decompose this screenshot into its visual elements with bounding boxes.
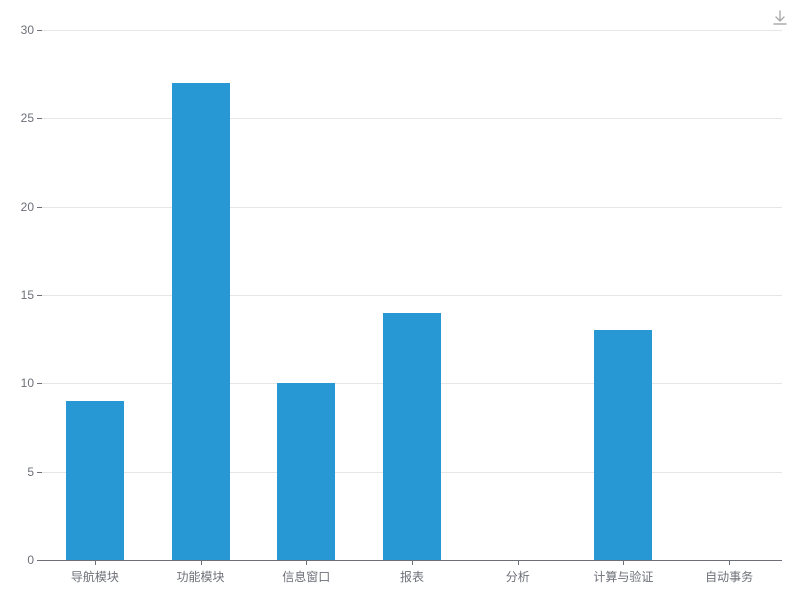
x-tick-label: 分析	[506, 568, 530, 585]
bar[interactable]	[383, 313, 441, 560]
y-tick-label: 20	[21, 200, 34, 214]
x-tick-mark	[412, 560, 413, 565]
bar[interactable]	[172, 83, 230, 560]
x-tick-mark	[729, 560, 730, 565]
y-tick-label: 10	[21, 376, 34, 390]
y-tick-mark	[37, 118, 42, 119]
x-tick-mark	[201, 560, 202, 565]
y-tick-label: 0	[27, 553, 34, 567]
bar[interactable]	[66, 401, 124, 560]
x-tick-mark	[518, 560, 519, 565]
plot-area: 051015202530导航模块功能模块信息窗口报表分析计算与验证自动事务	[42, 30, 782, 560]
y-tick-label: 25	[21, 111, 34, 125]
y-tick-mark	[37, 472, 42, 473]
bar[interactable]	[594, 330, 652, 560]
x-tick-label: 导航模块	[71, 568, 119, 585]
y-tick-mark	[37, 383, 42, 384]
gridline	[42, 30, 782, 31]
y-tick-mark	[37, 30, 42, 31]
x-tick-label: 自动事务	[705, 568, 753, 585]
x-tick-label: 计算与验证	[593, 568, 653, 585]
x-tick-label: 信息窗口	[282, 568, 330, 585]
bar[interactable]	[277, 383, 335, 560]
gridline	[42, 118, 782, 119]
download-icon[interactable]	[772, 10, 788, 26]
y-tick-label: 5	[27, 465, 34, 479]
x-tick-mark	[623, 560, 624, 565]
x-tick-mark	[95, 560, 96, 565]
x-tick-label: 报表	[400, 568, 424, 585]
gridline	[42, 295, 782, 296]
x-tick-label: 功能模块	[177, 568, 225, 585]
chart-container: 0 5 10 15 20 25 30 导航模块 功能模块 信息窗口 报表 分析 计算与验证 自动事务	[0, 0, 800, 600]
x-tick-mark	[306, 560, 307, 565]
gridline	[42, 207, 782, 208]
y-tick-mark	[37, 207, 42, 208]
y-tick-label: 30	[21, 23, 34, 37]
y-tick-mark	[37, 295, 42, 296]
y-tick-label: 15	[21, 288, 34, 302]
